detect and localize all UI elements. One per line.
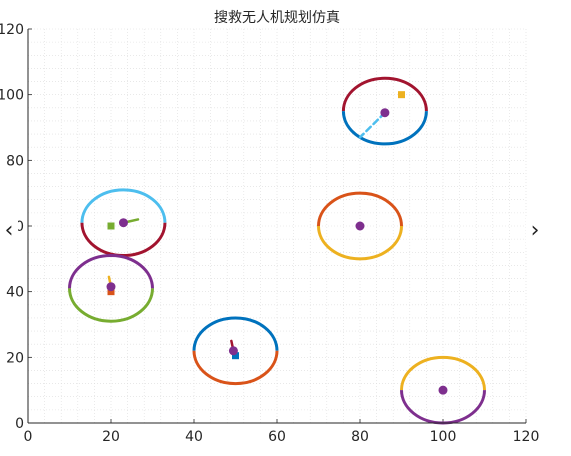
start-point-marker bbox=[398, 91, 405, 99]
drone-tracks bbox=[107, 111, 387, 353]
y-tick-label: 80 bbox=[6, 153, 24, 169]
search-circle-lower-arc bbox=[192, 350, 279, 386]
axis-ticks: 020406080100120020406080100120 bbox=[0, 22, 539, 445]
y-tick-label: 120 bbox=[0, 22, 24, 38]
start-point-marker bbox=[107, 288, 115, 296]
y-tick-label: 20 bbox=[6, 350, 24, 366]
search-circle-upper-arc bbox=[341, 76, 428, 112]
x-tick-label: 80 bbox=[351, 429, 369, 445]
axes-frame bbox=[27, 29, 526, 424]
search-circle-upper-arc bbox=[317, 191, 403, 227]
search-circles bbox=[68, 76, 486, 425]
drone-marker bbox=[228, 346, 238, 356]
search-circle-upper-arc bbox=[192, 316, 279, 351]
next-arrow-icon[interactable]: › bbox=[526, 216, 544, 246]
search-circle-upper-arc bbox=[68, 254, 154, 289]
search-circle-lower-arc bbox=[317, 225, 403, 261]
plot-points bbox=[106, 91, 448, 395]
start-point-marker bbox=[232, 352, 239, 360]
search-circle-upper-arc bbox=[80, 188, 167, 223]
drone-marker bbox=[355, 221, 365, 231]
x-tick-label: 20 bbox=[102, 429, 120, 445]
search-circle-lower-arc bbox=[68, 288, 154, 323]
x-tick-label: 0 bbox=[24, 429, 33, 445]
prev-arrow-icon[interactable]: ‹ bbox=[0, 216, 18, 246]
drone-marker bbox=[380, 108, 390, 118]
drone-marker bbox=[438, 385, 448, 395]
x-tick-label: 60 bbox=[268, 429, 286, 445]
drone-track-line bbox=[358, 111, 387, 139]
y-tick-label: 100 bbox=[0, 88, 24, 104]
x-tick-label: 120 bbox=[513, 429, 540, 445]
x-tick-label: 100 bbox=[430, 429, 457, 445]
grid-layer bbox=[27, 28, 527, 424]
x-tick-label: 40 bbox=[185, 429, 203, 445]
start-point-marker bbox=[107, 222, 115, 230]
drone-marker bbox=[118, 218, 128, 228]
chart-title: 搜救无人机规划仿真 bbox=[214, 10, 340, 26]
y-tick-label: 40 bbox=[6, 285, 24, 301]
y-tick-label: 0 bbox=[15, 416, 24, 432]
drone-marker bbox=[106, 282, 116, 292]
search-circle-upper-arc bbox=[400, 355, 486, 391]
search-circle-lower-arc bbox=[341, 111, 428, 146]
